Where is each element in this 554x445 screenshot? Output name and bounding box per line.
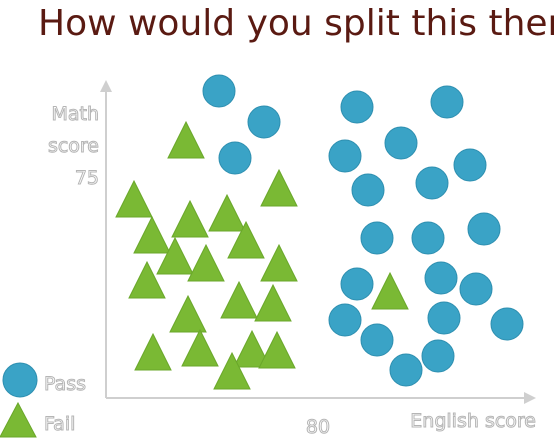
fail-marker — [128, 260, 166, 299]
pass-marker — [421, 339, 455, 373]
y-axis-label-line1: Math — [51, 103, 99, 125]
x-axis-tick-80: 80 — [306, 416, 330, 438]
pass-marker — [218, 141, 252, 175]
fail-marker — [220, 280, 258, 319]
fail-marker — [115, 179, 153, 218]
pass-marker — [384, 126, 418, 160]
fail-marker — [208, 193, 246, 232]
pass-marker — [411, 221, 445, 255]
pass-marker — [360, 323, 394, 357]
fail-marker — [156, 236, 194, 275]
fail-marker — [171, 199, 209, 238]
pass-marker — [351, 173, 385, 207]
y-axis-arrow — [100, 80, 112, 92]
pass-marker — [415, 166, 449, 200]
fail-marker — [167, 120, 205, 159]
pass-marker — [424, 261, 458, 295]
legend-fail-icon — [0, 401, 37, 438]
pass-marker — [430, 85, 464, 119]
x-axis-label: English score — [410, 410, 536, 432]
y-axis-tick-75: 75 — [75, 167, 99, 189]
x-axis-arrow — [524, 392, 536, 404]
pass-marker — [459, 272, 493, 306]
y-axis-label-line2: score — [48, 135, 99, 157]
fail-marker — [254, 283, 292, 322]
fail-marker — [233, 329, 271, 368]
pass-marker — [490, 307, 524, 341]
fail-marker — [181, 328, 219, 367]
pass-marker — [328, 139, 362, 173]
pass-marker — [389, 353, 423, 387]
fail-marker — [258, 330, 296, 369]
fail-marker — [133, 215, 171, 254]
slide-title: How would you split this then? — [38, 3, 554, 44]
pass-marker — [467, 212, 501, 246]
fail-marker — [227, 220, 265, 259]
pass-marker — [360, 221, 394, 255]
fail-marker — [169, 294, 207, 333]
fail-marker — [260, 168, 298, 207]
legend-pass-icon — [2, 362, 38, 398]
pass-marker — [202, 74, 236, 108]
pass-marker — [453, 148, 487, 182]
fail-marker — [371, 271, 409, 310]
pass-marker — [340, 267, 374, 301]
fail-marker — [187, 243, 225, 282]
fail-marker — [213, 351, 251, 390]
legend-pass-label: Pass — [44, 373, 86, 395]
pass-marker — [427, 301, 461, 335]
fail-marker — [260, 243, 298, 282]
pass-marker — [340, 90, 374, 124]
pass-marker — [328, 303, 362, 337]
legend-fail-label: Fail — [44, 413, 75, 435]
fail-marker — [134, 332, 172, 371]
legend: Pass Fail — [0, 362, 87, 438]
pass-marker — [247, 105, 281, 139]
data-markers — [115, 74, 524, 390]
